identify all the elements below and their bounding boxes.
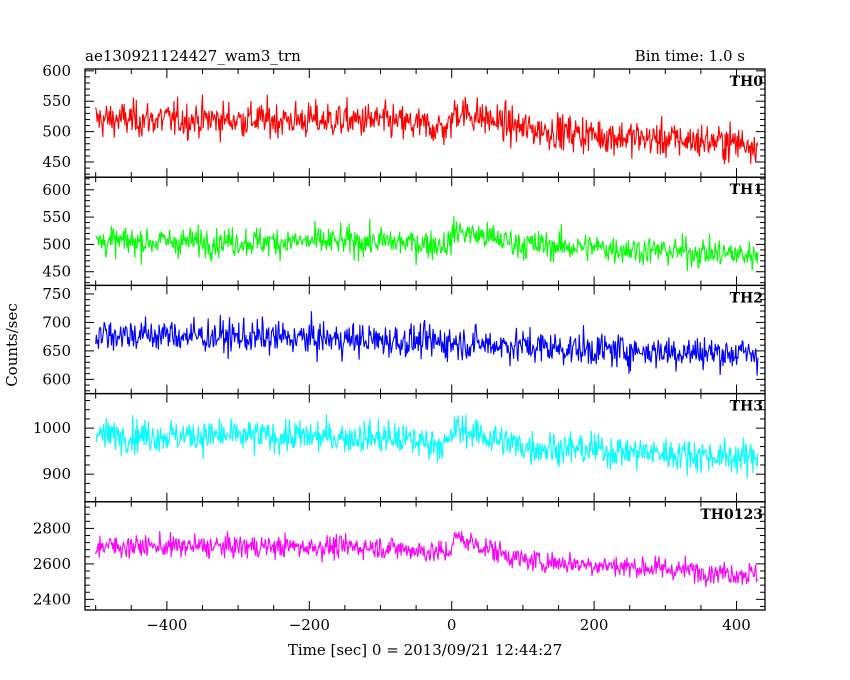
x-tick-label: −400 <box>146 616 187 634</box>
channel-label-th0123: TH0123 <box>700 507 763 523</box>
y-tick-label: 700 <box>42 313 71 331</box>
y-tick-label: 900 <box>42 465 71 483</box>
y-tick-label: 2600 <box>33 555 71 573</box>
panel-frame <box>84 392 766 503</box>
panel-th3: 900 1000 TH3 <box>33 392 766 503</box>
y-tick-label: 550 <box>42 92 71 110</box>
x-axis-label: Time [sec] 0 = 2013/09/21 12:44:27 <box>288 641 562 659</box>
channel-label-th1: TH1 <box>730 182 763 198</box>
y-tick-label: 550 <box>42 208 71 226</box>
y-tick-label: 600 <box>42 62 71 80</box>
y-tick-label: 2800 <box>33 519 71 537</box>
series-line-th3 <box>95 414 759 479</box>
y-tick-label: 2400 <box>33 590 71 608</box>
panel-th0123: 2400 2600 2800 TH0123 <box>33 501 766 611</box>
panel-th1: 450 500 550 600 TH1 <box>42 176 766 287</box>
y-tick-label: 500 <box>42 123 71 141</box>
panel-frame <box>84 501 766 611</box>
series-line-th2 <box>95 311 759 376</box>
panel-th2: 600 650 700 750 TH2 <box>42 284 766 395</box>
panels-group: 450 500 550 600 TH0 450 500 550 600 TH1 600 650 700 7… <box>33 62 766 611</box>
chart-title: ae130921124427_wam3_trn <box>85 47 301 65</box>
series-line-th0 <box>95 94 759 165</box>
panel-th0: 450 500 550 600 TH0 <box>42 62 766 178</box>
x-axis: −400 −200 0 200 400 <box>146 616 751 634</box>
channel-label-th2: TH2 <box>730 290 763 306</box>
bin-time-label: Bin time: 1.0 s <box>635 47 745 65</box>
x-tick-label: 200 <box>580 616 609 634</box>
channel-label-th0: TH0 <box>730 74 764 90</box>
x-tick-label: 400 <box>722 616 751 634</box>
channel-label-th3: TH3 <box>730 399 763 415</box>
y-tick-label: 1000 <box>33 419 71 437</box>
y-tick-label: 650 <box>42 342 71 360</box>
y-tick-label: 600 <box>42 181 71 199</box>
y-tick-label: 450 <box>42 153 71 171</box>
series-line-th0123 <box>95 531 758 587</box>
y-axis-label: Counts/sec <box>3 303 21 387</box>
series-line-th1 <box>95 216 759 272</box>
panel-frame <box>84 176 766 287</box>
y-tick-label: 750 <box>42 285 71 303</box>
x-tick-label: −200 <box>289 616 330 634</box>
y-tick-label: 450 <box>42 263 71 281</box>
y-tick-label: 600 <box>42 370 71 388</box>
y-tick-label: 500 <box>42 235 71 253</box>
x-tick-label: 0 <box>447 616 457 634</box>
